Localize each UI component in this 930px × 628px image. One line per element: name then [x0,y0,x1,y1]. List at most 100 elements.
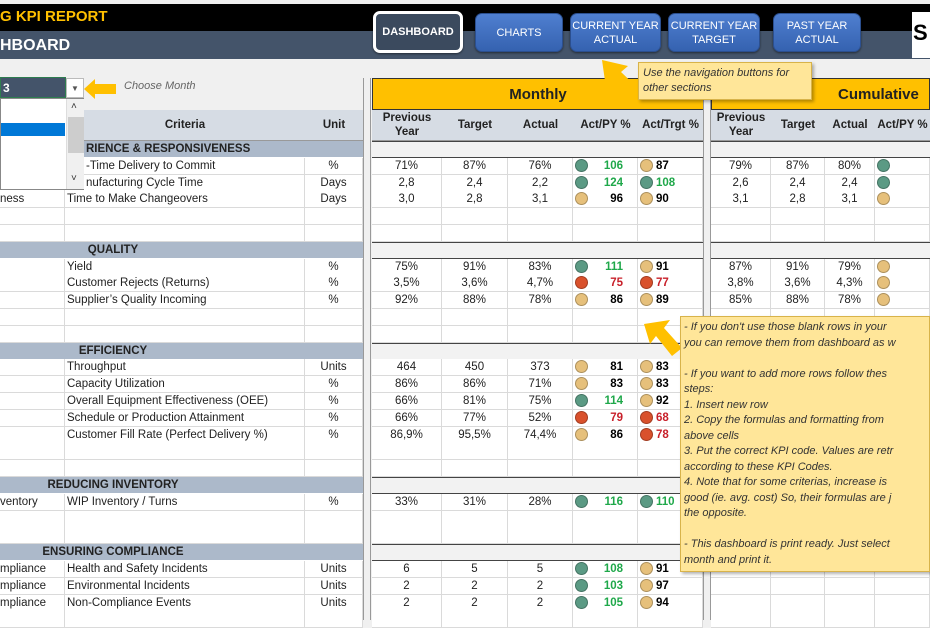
cumulative-prev-cell [711,594,771,612]
criteria-cell [65,325,305,343]
criteria-cell [65,527,305,545]
monthly-target-cell [442,325,508,343]
monthly-target-cell: 450 [442,359,508,377]
percent-value: 124 [603,176,623,189]
percent-value: 91 [656,563,669,575]
area-cell [0,426,65,444]
monthly-prev-cell: 33% [372,493,442,511]
cumulative-actual-cell: 80% [825,157,875,175]
monthly-prev-cell: 3,0 [372,191,442,209]
dashboard-button[interactable]: DASHBOARD [373,11,463,53]
area-cell [0,409,65,427]
note-line: - This dashboard is print ready. Just se… [684,538,890,550]
chevron-down-icon[interactable]: ˅ [71,173,77,184]
percent-value: 103 [603,579,623,592]
monthly-prev-cell: 66% [372,393,442,410]
area-cell [0,258,65,276]
unit-cell [305,510,363,528]
cumulative-actual-cell: 4,3% [825,275,875,293]
cumulative-prev-cell [711,577,771,595]
monthly-prev-cell: 86% [372,376,442,394]
cumulative-target-cell [771,208,825,226]
area-cell: mpliance [0,561,65,578]
monthly-prev-cell: 2 [372,594,442,612]
area-cell [0,527,65,545]
note-line: 1. Insert new row [684,398,768,411]
cumulative-target-cell: 88% [771,292,825,310]
unit-cell: % [305,275,363,293]
chevron-down-icon[interactable]: ▼ [66,78,84,98]
monthly-actpy-cell [573,527,638,545]
monthly-actpy-cell [573,208,638,226]
area-cell: ventory [0,493,65,511]
note-line: you can remove them from dashboard as w [684,336,896,349]
section-title: RIENCE & RESPONSIVENESS [86,143,251,155]
charts-button[interactable]: CHARTS [475,13,563,52]
choose-month-hint: Choose Month [124,80,196,92]
cumulative-actpy-cell [875,191,930,209]
status-amber-icon [640,394,653,407]
scrollbar-thumb[interactable] [68,117,84,153]
monthly-prev-cell [372,443,442,461]
criteria-cell: Schedule or Production Attainment [65,409,305,427]
status-amber-icon [640,259,653,273]
status-red-icon [640,410,653,424]
monthly-actpy-cell [573,460,638,478]
instructions-tooltip: - If you don't use those blank rows in y… [680,316,930,572]
status-green-icon [575,494,588,508]
column-gap [363,78,371,620]
monthly-actpy-cell [573,309,638,326]
unit-cell [305,527,363,545]
current-year-target-button[interactable]: CURRENT YEAR TARGET [668,13,760,52]
monthly-acttrgt-cell: 87 [638,157,703,175]
unit-cell: Days [305,191,363,209]
area-cell [0,292,65,310]
monthly-target-cell: 2,4 [442,174,508,192]
status-amber-icon [877,276,890,290]
month-select[interactable]: 3 [0,77,66,98]
monthly-actpy-cell: 75 [573,275,638,293]
unit-cell: % [305,258,363,276]
cumulative-actpy-cell [875,275,930,293]
criteria-cell [65,225,305,242]
unit-cell: % [305,292,363,310]
percent-value: 94 [656,596,669,609]
monthly-prev-cell: 2,8 [372,174,442,192]
status-amber-icon [640,562,653,575]
status-red-icon [575,410,588,424]
section-header: QUALITY [0,241,363,259]
status-amber-icon [640,158,653,172]
criteria-cell: Customer Rejects (Returns) [65,275,305,293]
section-title: REDUCING INVENTORY [47,479,179,491]
monthly-target-cell [442,460,508,478]
month-dropdown-list[interactable]: ˄ ˅ [0,98,84,190]
status-amber-icon [640,595,653,609]
criteria-cell: Overall Equipment Effectiveness (OEE) [65,393,305,410]
report-title: G KPI REPORT [0,8,108,25]
status-green-icon [640,175,653,189]
status-amber-icon [877,293,890,307]
dropdown-scrollbar[interactable]: ˄ ˅ [66,99,84,189]
selected-month-option[interactable] [1,123,65,136]
cumulative-actual-cell: 3,1 [825,191,875,209]
chevron-up-icon[interactable]: ˄ [71,101,77,112]
monthly-prev-cell: 71% [372,157,442,175]
percent-value: 87 [656,159,669,172]
current-year-actual-button[interactable]: CURRENT YEAR ACTUAL [570,13,661,52]
past-year-actual-button[interactable]: PAST YEAR ACTUAL [773,13,861,52]
cumulative-prev-cell: 79% [711,157,771,175]
monthly-prev-cell: 2 [372,577,442,595]
monthly-prev-cell [372,527,442,545]
unit-cell: % [305,157,363,175]
unit-cell: Units [305,577,363,595]
note-line: the opposite. [684,507,747,519]
cumulative-target-cell: 87% [771,157,825,175]
col-monthly-prev: Previous Year [372,110,442,141]
arrow-left-icon [84,79,116,99]
monthly-actual-cell: 5 [508,561,573,578]
monthly-prev-cell [372,309,442,326]
status-amber-icon [640,377,653,391]
arrow-pointer-icon [644,320,682,356]
monthly-actpy-cell: 86 [573,292,638,310]
cumulative-prev-cell: 3,8% [711,275,771,293]
